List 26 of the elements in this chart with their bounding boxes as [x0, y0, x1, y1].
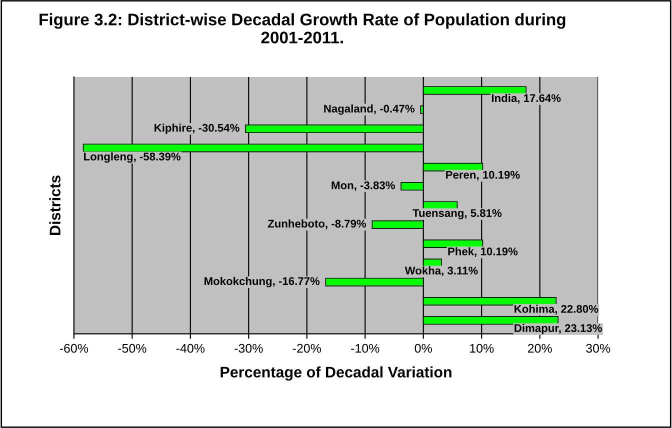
- x-tick-label: -50%: [118, 344, 146, 353]
- data-label: Mokokchung, -16.77%: [204, 276, 320, 288]
- x-tick-label: 10%: [470, 344, 494, 353]
- x-tick-label: -40%: [176, 344, 205, 353]
- data-label: Zunheboto, -8.79%: [268, 219, 366, 230]
- data-label: Phek, 10.19%: [448, 247, 518, 257]
- x-tick-label: 30%: [586, 344, 610, 353]
- data-label: Wokha, 3.11%: [404, 266, 478, 276]
- x-tick-label: 0%: [414, 344, 432, 353]
- data-label: Longleng, -58.39%: [84, 152, 181, 163]
- data-label: Kohima, 22.80%: [514, 304, 598, 314]
- data-label: Dimapur, 23.13%: [514, 324, 602, 334]
- x-axis-title: Percentage of Decadal Variation: [220, 366, 452, 381]
- x-tick-label: -20%: [292, 344, 322, 353]
- data-label: Nagaland, -0.47%: [324, 104, 415, 115]
- y-axis-title: Districts: [49, 176, 60, 235]
- data-label: Peren, 10.19%: [446, 170, 520, 180]
- data-label: Kiphire, -30.54%: [154, 124, 240, 134]
- x-tick-label: 20%: [528, 344, 552, 353]
- data-label: Mon, -3.83%: [332, 181, 395, 191]
- data-label: Tuensang, 5.81%: [412, 209, 502, 220]
- x-tick-label: -60%: [60, 344, 88, 353]
- data-label: India, 17.64%: [492, 94, 561, 104]
- x-tick-label: -30%: [234, 344, 263, 353]
- x-tick-label: -10%: [351, 344, 380, 353]
- chart-title: Figure 3.2: District-wise Decadal Growth Rate of Population during 2001-2011.: [40, 13, 566, 44]
